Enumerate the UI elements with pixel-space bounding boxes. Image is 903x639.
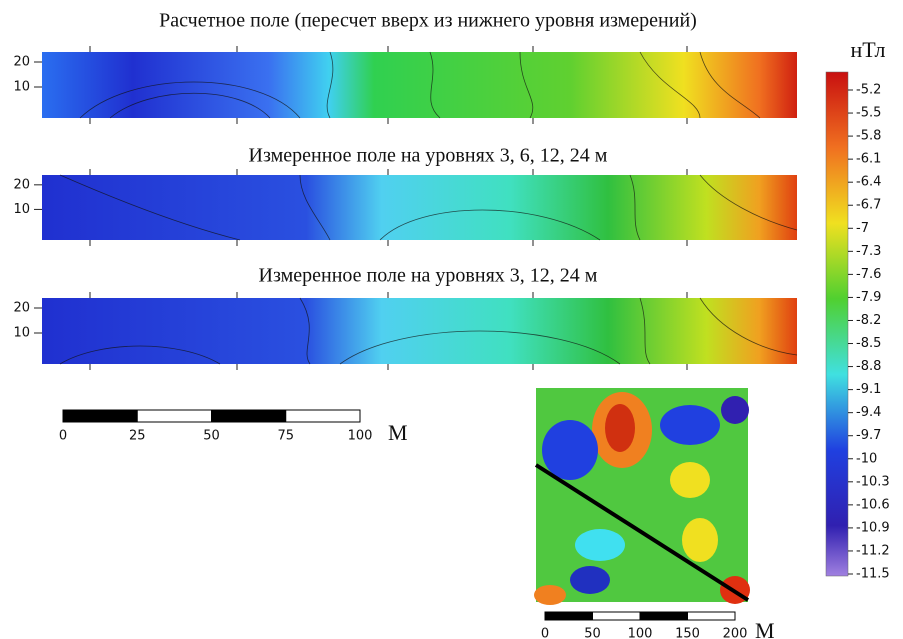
field-map	[42, 175, 797, 240]
colorbar-label: -9.1	[856, 382, 881, 397]
scale-segment	[211, 409, 287, 423]
colorbar-label: -5.8	[856, 129, 881, 144]
panel-title: Расчетное поле (пересчет вверх из нижнег…	[159, 10, 697, 32]
colorbar-label: -7.6	[856, 267, 881, 282]
scale-label: 0	[541, 627, 549, 639]
colorbar-label: -6.4	[856, 175, 881, 190]
y-tick-label: 20	[13, 301, 30, 316]
colorbar-label: -10	[856, 451, 877, 466]
scale-label: 75	[277, 429, 294, 444]
field-map	[42, 52, 797, 118]
colorbar-label: -6.1	[856, 152, 881, 167]
contours	[79, 51, 761, 119]
scale-label: 50	[203, 429, 220, 444]
colorbar-label: -9.7	[856, 428, 881, 443]
colorbar	[825, 71, 849, 577]
y-tick-label: 10	[13, 202, 30, 217]
colorbar-label: -9.4	[856, 405, 881, 420]
scale-label: 100	[348, 429, 373, 444]
scale-label: 50	[584, 627, 601, 639]
colorbar-label: -7.9	[856, 290, 881, 305]
colorbar-label: -8.8	[856, 359, 881, 374]
scale-label: 100	[628, 627, 653, 639]
colorbar-label: -10.3	[856, 474, 890, 489]
colorbar-label: -11.2	[856, 543, 890, 558]
panel-title: Измеренное поле на уровнях 3, 12, 24 м	[259, 265, 598, 287]
y-tick-label: 20	[13, 177, 30, 192]
colorbar-label: -8.2	[856, 313, 881, 328]
y-tick-label: 20	[13, 55, 30, 70]
colorbar-label: -10.6	[856, 497, 890, 512]
scale-label: 25	[129, 429, 146, 444]
colorbar-label: -5.2	[856, 83, 881, 98]
scale-segment	[62, 409, 138, 423]
colorbar-label: -8.5	[856, 336, 881, 351]
scale-segment	[687, 611, 736, 621]
inset-map	[534, 388, 750, 605]
colorbar-unit: нТл	[850, 37, 885, 62]
colorbar-label: -7	[856, 221, 869, 236]
contours	[59, 297, 798, 365]
scale-segment	[592, 611, 641, 621]
colorbar-label: -6.7	[856, 198, 881, 213]
scale-segment	[285, 409, 361, 423]
colorbar-label: -10.9	[856, 520, 890, 535]
scale-unit: М	[388, 420, 408, 445]
colorbar-label: -7.3	[856, 244, 881, 259]
y-tick-label: 10	[13, 326, 30, 341]
y-tick-label: 10	[13, 80, 30, 95]
panel-title: Измеренное поле на уровнях 3, 6, 12, 24 …	[249, 145, 608, 167]
scale-label: 150	[675, 627, 700, 639]
scale-label: 200	[723, 627, 748, 639]
colorbar-label: -5.5	[856, 106, 881, 121]
field-map	[42, 298, 797, 364]
scale-unit: М	[755, 618, 775, 639]
contours	[59, 174, 798, 241]
scale-label: 0	[59, 429, 67, 444]
scale-segment	[544, 611, 593, 621]
scale-segment	[136, 409, 212, 423]
scale-segment	[639, 611, 688, 621]
colorbar-label: -11.5	[856, 567, 890, 582]
